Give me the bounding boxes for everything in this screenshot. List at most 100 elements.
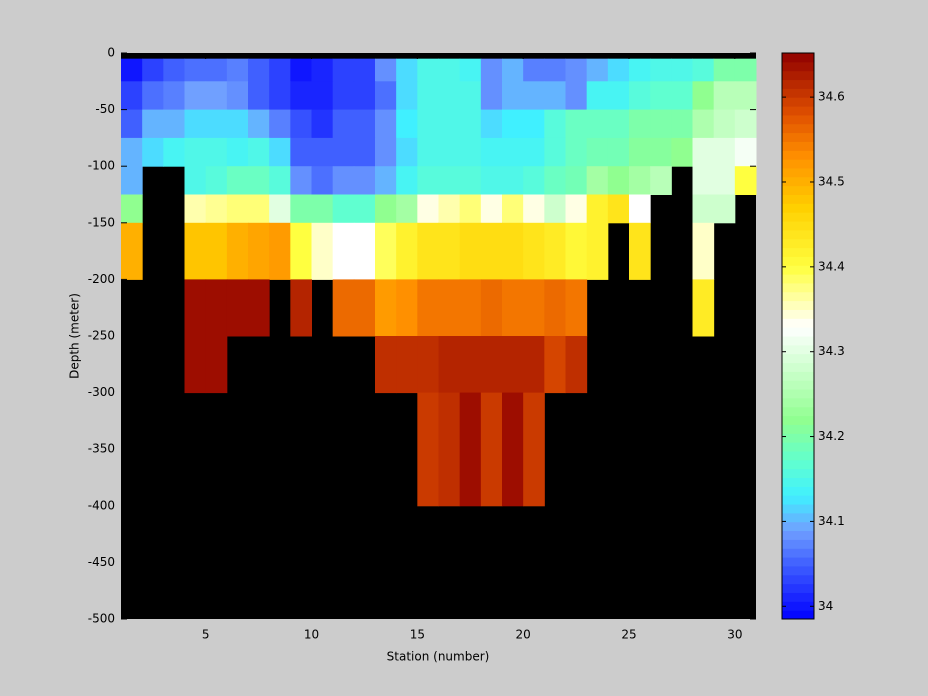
heat-cell [184,81,207,111]
heat-cell [311,81,334,111]
colorbar-tick-label: 34.5 [818,174,845,188]
colorbar-cell [782,221,814,231]
colorbar-cell [782,114,814,125]
colorbar-cell [782,61,814,72]
heat-cell [332,109,355,139]
colorbar-cell [782,176,814,187]
y-tick-label: -200 [88,272,115,286]
y-tick-label: -300 [88,385,115,399]
heat-cell [121,109,143,139]
heat-cell [480,109,503,139]
heat-cell [226,137,249,167]
colorbar-cell [782,424,814,434]
heat-cell [607,109,630,139]
heat-cell [353,194,376,224]
heat-cell [544,58,566,82]
y-tick-label: -450 [88,555,115,569]
heat-cell [502,109,524,139]
colorbar-cell [782,512,814,523]
heat-cell [375,222,397,280]
heat-cell [248,109,270,139]
heat-cell [205,279,228,337]
colorbar-cell [782,282,814,293]
heat-cell [692,58,715,82]
heat-cell [565,58,588,82]
heat-cell [650,166,672,195]
heat-cell [396,166,418,195]
heat-cell [459,392,482,507]
y-tick-label: -500 [88,612,115,626]
heat-cell [184,109,207,139]
heat-cell [375,279,397,337]
y-tick-label: -150 [88,215,115,229]
heat-cell [121,137,143,167]
heat-cell [396,194,418,224]
y-tick-label: -400 [88,498,115,512]
heat-cell [480,392,503,507]
heat-cell [290,194,312,224]
heat-cell [375,137,397,167]
colorbar-cell [782,327,814,337]
heat-cell [163,137,185,167]
heat-cell [523,137,545,167]
colorbar-cell [782,389,814,399]
colorbar-cell [782,247,814,257]
heat-cell [142,137,164,167]
colorbar-cell [782,159,814,169]
heat-cell [311,194,334,224]
heat-cell [163,58,185,82]
heat-cell [438,194,461,224]
heat-cell [586,166,609,195]
heat-cell [396,336,418,394]
heat-cell [417,279,439,337]
heat-cell [290,279,312,337]
heat-cell [713,81,736,111]
colorbar-cell [782,362,814,372]
heat-cell [205,222,228,280]
colorbar-cell [782,433,814,443]
heat-cell [226,222,249,280]
x-tick-label: 5 [202,628,210,642]
heat-cell [502,166,524,195]
colorbar-cell [782,521,814,532]
colorbar-cell [782,353,814,364]
heat-cell [353,137,376,167]
heat-cell [607,194,630,224]
x-tick-label: 25 [621,628,636,642]
heat-cell [523,58,545,82]
colorbar-cell [782,106,814,116]
heat-cell [184,336,207,394]
heat-cell [353,58,376,82]
heat-cell [586,222,609,280]
heat-cell [565,81,588,111]
heat-cell [248,137,270,167]
heat-cell [713,194,736,224]
colorbar-tick-label: 34.6 [818,90,845,104]
heat-cell [121,58,143,82]
heat-cell [184,194,207,224]
heat-cell [523,166,545,195]
heat-cell [523,336,545,394]
heat-cell [184,222,207,280]
heat-cell [269,166,291,195]
heat-cell [290,222,312,280]
heat-cell [565,137,588,167]
heat-cell [205,194,228,224]
colorbar-cell [782,406,814,417]
heat-cell [226,166,249,195]
heat-cell [629,194,651,224]
heat-cell [438,279,461,337]
heat-cell [480,279,503,337]
colorbar-cell [782,565,814,576]
heat-cell [248,166,270,195]
heat-cell [353,109,376,139]
heat-cell [692,279,715,337]
y-tick-label: -50 [95,102,115,116]
heat-cell [692,109,715,139]
heat-cell [502,336,524,394]
heat-cell [629,222,651,280]
heat-cell [523,222,545,280]
colorbar-tick-label: 34 [818,599,833,613]
heat-cell [417,194,439,224]
colorbar-cell [782,450,814,461]
